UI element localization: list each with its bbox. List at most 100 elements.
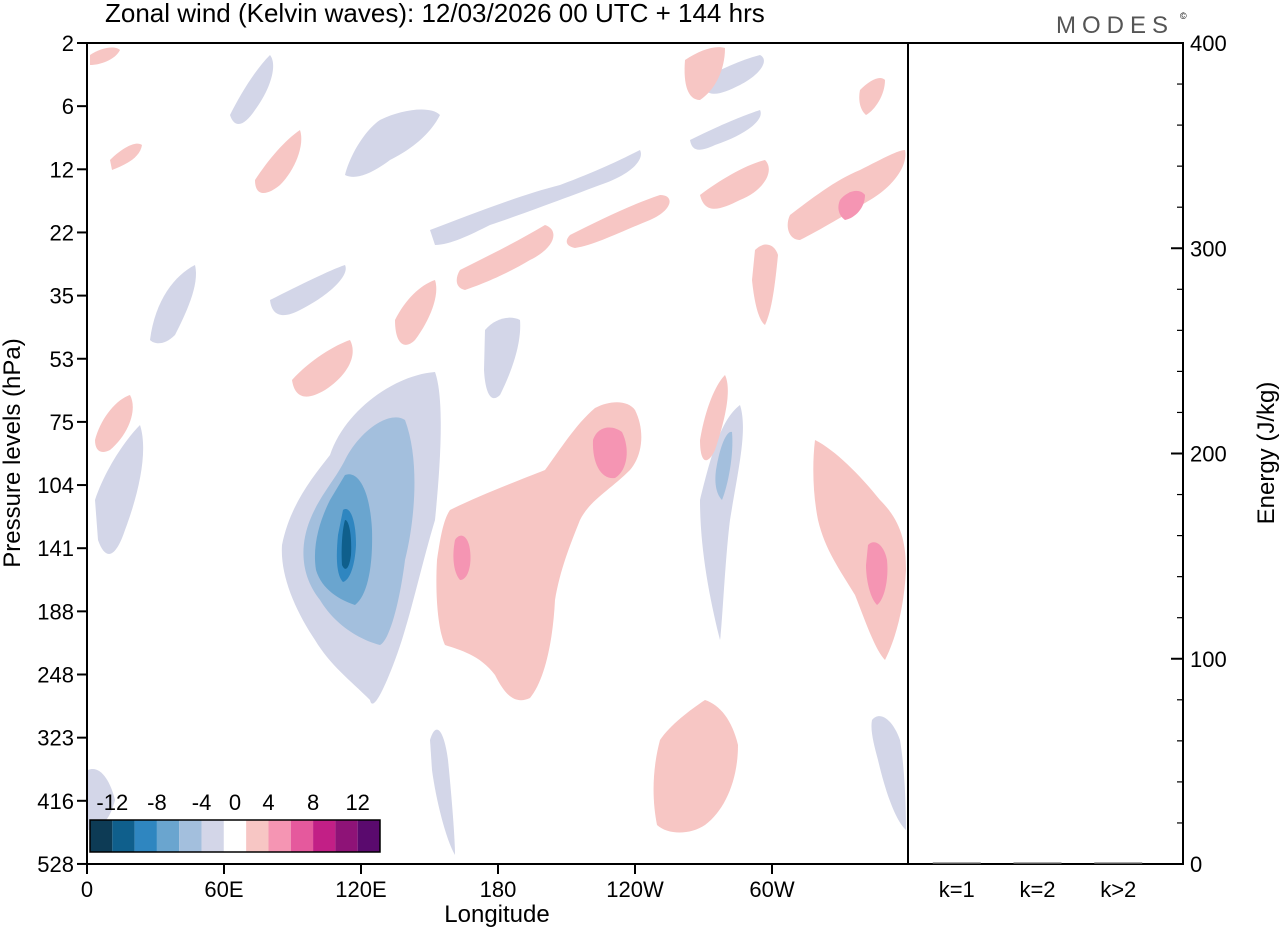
blue-streak-right (871, 716, 906, 830)
y-tick-label: 188 (37, 599, 74, 624)
blue-region-center (341, 520, 352, 569)
colorbar-label: 8 (307, 790, 319, 815)
pink-spot-west (453, 535, 471, 580)
x-tick-label: 180 (480, 877, 517, 902)
x-axis: 0 60E 120E 180 120W 60W (81, 864, 795, 902)
energy-axis-label: Energy (J/kg) (1253, 382, 1280, 525)
energy-category-label: k=2 (1019, 877, 1055, 902)
colorbar-swatch (268, 820, 291, 852)
energy-category-label: k=1 (939, 877, 975, 902)
colorbar-label: -12 (96, 790, 128, 815)
pink-region-large (436, 402, 642, 701)
blue-streak-bottom (430, 729, 455, 855)
heatmap-frame (86, 42, 909, 865)
energy-tick-label: 200 (1190, 442, 1227, 467)
colorbar-swatch (112, 820, 135, 852)
energy-axis: 0 100 200 300 400 (1171, 31, 1227, 877)
pink-spot-dateline (592, 427, 627, 479)
colorbar-swatch (134, 820, 157, 852)
colorbar-label: 4 (262, 790, 274, 815)
x-tick-label: 60W (749, 877, 794, 902)
pink-region-east (813, 440, 906, 660)
y-tick-label: 2 (62, 31, 74, 56)
blue-band-top (230, 55, 274, 125)
blue-streak-east-deep (715, 431, 733, 500)
colorbar-swatch (290, 820, 314, 852)
pink-band-mid (292, 340, 353, 397)
colorbar-frame (89, 819, 381, 853)
colorbar-swatch (201, 820, 224, 852)
y-tick-label: 22 (50, 220, 74, 245)
blue-band-upper (430, 150, 641, 245)
colorbar-label: -8 (147, 790, 167, 815)
blue-band-mid (270, 265, 346, 316)
blue-streak-upper (345, 109, 440, 177)
pink-streak-lower-left (95, 395, 133, 452)
y-tick-label: 35 (50, 284, 74, 309)
colorbar-swatch (156, 820, 180, 852)
y-tick-label: 416 (37, 789, 74, 814)
colorbar: -12 -8 -4 0 4 8 12 (89, 790, 381, 853)
colorbar-label: 12 (345, 790, 369, 815)
negative-anomalies (88, 55, 906, 855)
energy-bar (932, 862, 981, 864)
chart-title: Zonal wind (Kelvin waves): 12/03/2026 00… (105, 0, 765, 28)
colorbar-label: 0 (229, 790, 241, 815)
colorbar-swatch (246, 820, 269, 852)
blue-band-east-upper (690, 110, 761, 150)
pink-streak-mid-east (700, 375, 728, 461)
y-tick-label: 53 (50, 347, 74, 372)
y-axis: 2 6 12 22 35 53 75 104 141 188 248 323 416 528 (37, 31, 87, 877)
pink-streak-left (255, 130, 302, 194)
blue-streak-east (700, 405, 743, 640)
positive-anomalies (90, 47, 906, 833)
blue-streak-lower-mid (484, 317, 521, 399)
heatmap-field (88, 47, 906, 855)
pink-band-mid-upper (566, 195, 670, 248)
pink-streak-mid (395, 280, 437, 345)
x-tick-label: 120E (335, 877, 386, 902)
colorbar-swatch (179, 820, 202, 852)
colorbar-swatch (357, 820, 380, 852)
blue-streak-bottom-left (88, 769, 115, 830)
x-axis-label: Longitude (444, 901, 549, 928)
energy-tick-label: 300 (1190, 236, 1227, 261)
pink-streak-top (684, 47, 725, 100)
pink-spot-east (866, 542, 888, 605)
x-tick-label: 120W (606, 877, 664, 902)
colorbar-swatch (223, 820, 247, 852)
energy-bars: k=1 k=2 k>2 (932, 862, 1143, 902)
blue-streak-west (95, 425, 144, 554)
energy-bar (1094, 862, 1143, 864)
energy-tick-label: 100 (1190, 647, 1227, 672)
pink-streak-top-left-2 (110, 143, 142, 170)
blue-band-far-east (700, 55, 764, 94)
blue-streak-left (150, 265, 196, 344)
colorbar-swatch (335, 820, 358, 852)
energy-tick-label: 0 (1190, 852, 1202, 877)
colorbar-label: -4 (192, 790, 212, 815)
logo-mark: © (1180, 11, 1187, 21)
y-tick-label: 12 (50, 157, 74, 182)
y-tick-label: 528 (37, 852, 74, 877)
pink-band-upper (456, 225, 554, 290)
x-tick-label: 0 (81, 877, 93, 902)
y-tick-label: 248 (37, 663, 74, 688)
y-tick-label: 6 (62, 94, 74, 119)
y-tick-label: 104 (37, 473, 74, 498)
pink-streak-right (752, 244, 778, 325)
pink-band-far-upper (700, 160, 769, 209)
pink-streak-upper-right (859, 78, 885, 115)
modes-logo: MODES (1056, 12, 1174, 39)
energy-panel-frame (907, 42, 1184, 865)
y-tick-label: 323 (37, 726, 74, 751)
x-tick-label: 60E (204, 877, 243, 902)
y-tick-label: 75 (50, 410, 74, 435)
energy-tick-label: 400 (1190, 31, 1227, 56)
colorbar-swatch (313, 820, 336, 852)
y-tick-label: 141 (37, 536, 74, 561)
energy-bar (1013, 862, 1062, 864)
pink-region-bottom (653, 700, 738, 833)
y-axis-label: Pressure levels (hPa) (0, 338, 26, 567)
